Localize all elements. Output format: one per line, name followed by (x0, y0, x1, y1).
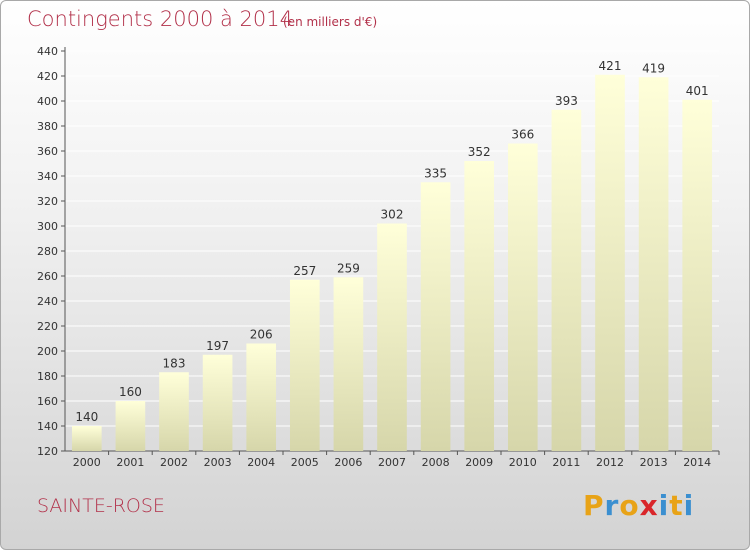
y-tick-label: 420 (37, 70, 58, 83)
proxiti-logo: Proxiti (583, 489, 694, 522)
data-label: 401 (686, 84, 709, 98)
bar (377, 223, 407, 451)
data-label: 393 (555, 94, 578, 108)
data-label: 302 (381, 208, 404, 222)
x-tick-label: 2004 (247, 456, 275, 469)
bar (159, 372, 189, 451)
data-label: 206 (250, 328, 273, 342)
data-label: 183 (163, 356, 186, 370)
logo-letter: P (583, 489, 605, 522)
x-tick-label: 2009 (465, 456, 493, 469)
bar (246, 343, 277, 451)
y-tick-label: 340 (37, 170, 58, 183)
bars (71, 74, 713, 451)
data-label: 421 (599, 59, 622, 73)
y-tick-label: 200 (37, 345, 58, 358)
axes: 120 140 160 180 200 220 240 260 280 300 320 340 360 3… (37, 45, 720, 469)
y-tick-label: 320 (37, 195, 58, 208)
y-tick-label: 220 (37, 320, 58, 333)
data-label: 352 (468, 145, 491, 159)
bar (595, 74, 625, 451)
y-tick-label: 180 (37, 370, 58, 383)
bar (638, 77, 669, 451)
y-tick-label: 140 (37, 420, 58, 433)
bar (333, 277, 364, 451)
y-tick-label: 440 (37, 45, 58, 58)
bar (420, 182, 451, 451)
y-tick-label: 300 (37, 220, 58, 233)
y-tick-label: 380 (37, 120, 58, 133)
bar (682, 99, 713, 451)
bar (115, 401, 146, 451)
data-label: 259 (337, 261, 360, 275)
chart-subtitle: (en milliers d'€) (283, 15, 378, 29)
logo-letter: t (669, 489, 684, 522)
x-tick-label: 2010 (509, 456, 537, 469)
y-tick-label: 240 (37, 295, 58, 308)
bar (71, 426, 102, 451)
commune-name: SAINTE-ROSE (37, 495, 165, 517)
bar (507, 143, 538, 451)
bar (464, 161, 495, 451)
x-tick-label: 2006 (334, 456, 362, 469)
x-tick-label: 2000 (73, 456, 101, 469)
data-label: 197 (206, 339, 229, 353)
chart-title: Contingents 2000 à 2014 (27, 7, 293, 31)
x-tick-label: 2011 (552, 456, 580, 469)
y-tick-label: 280 (37, 245, 58, 258)
data-label: 140 (75, 410, 98, 424)
bar (202, 354, 233, 451)
data-label: 419 (642, 61, 665, 75)
logo-letter: x (639, 489, 659, 522)
data-label: 335 (424, 166, 447, 180)
data-label: 257 (293, 264, 316, 278)
data-labels: 140 160 183 197 206 257 259 302 335 352 366 393 421 4… (75, 59, 708, 424)
logo-letter: i (658, 489, 670, 522)
logo-letter: i (683, 489, 695, 522)
data-label: 366 (511, 128, 534, 142)
y-tick-label: 120 (37, 445, 58, 458)
y-tick-label: 360 (37, 145, 58, 158)
logo-letter: r (604, 489, 620, 522)
y-tick-label: 400 (37, 95, 58, 108)
x-tick-label: 2012 (596, 456, 624, 469)
x-tick-label: 2013 (640, 456, 668, 469)
x-tick-label: 2001 (116, 456, 144, 469)
x-tick-label: 2014 (683, 456, 711, 469)
x-tick-label: 2005 (291, 456, 319, 469)
bar (551, 109, 582, 451)
x-tick-label: 2007 (378, 456, 406, 469)
bar (289, 279, 320, 451)
data-label: 160 (119, 385, 142, 399)
x-tick-label: 2003 (204, 456, 232, 469)
logo-letter: o (619, 489, 640, 522)
x-tick-label: 2002 (160, 456, 188, 469)
y-tick-label: 160 (37, 395, 58, 408)
x-tick-label: 2008 (422, 456, 450, 469)
y-tick-label: 260 (37, 270, 58, 283)
